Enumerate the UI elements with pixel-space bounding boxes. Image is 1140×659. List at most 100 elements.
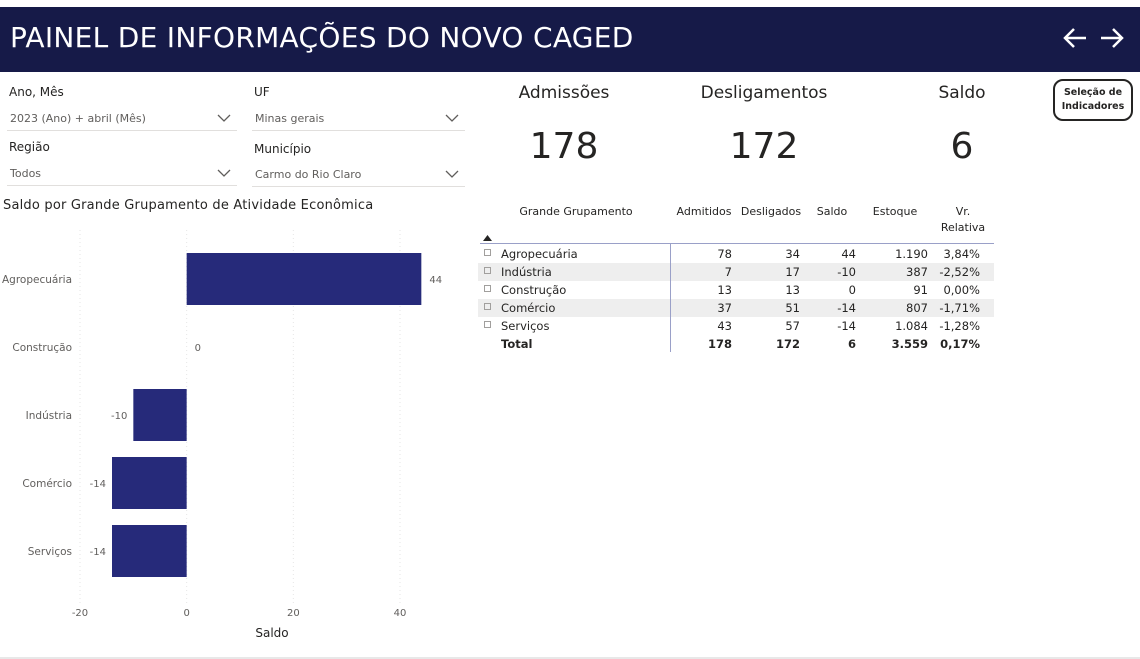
row-saldo: -14 bbox=[837, 301, 856, 315]
expand-icon[interactable] bbox=[484, 249, 491, 256]
expand-icon[interactable] bbox=[484, 267, 491, 274]
col-header-vr-relativa[interactable]: Vr. Relativa bbox=[938, 204, 988, 236]
row-saldo: -14 bbox=[837, 319, 856, 333]
table-row[interactable]: Construção 13 13 0 91 0,00% bbox=[478, 281, 994, 299]
total-admitidos: 178 bbox=[707, 337, 732, 351]
matrix-header-divider bbox=[480, 243, 994, 244]
filter-uf-dropdown[interactable]: Minas gerais bbox=[252, 107, 465, 131]
kpi-desligamentos-label: Desligamentos bbox=[700, 83, 828, 103]
saldo-bar-chart: -20 0 20 40 Saldo Agropecuária 44 Construção 0 In… bbox=[2, 230, 442, 640]
chevron-down-icon bbox=[445, 170, 459, 178]
row-admitidos: 13 bbox=[717, 283, 732, 297]
filter-municipio-dropdown[interactable]: Carmo do Rio Claro bbox=[252, 163, 465, 187]
data-label: -14 bbox=[90, 479, 106, 490]
data-label: -10 bbox=[111, 411, 127, 422]
filter-municipio-value: Carmo do Rio Claro bbox=[255, 168, 362, 181]
page-title: PAINEL DE INFORMAÇÕES DO NOVO CAGED bbox=[10, 21, 634, 54]
y-category-label: Construção bbox=[12, 342, 72, 354]
x-tick-label: 20 bbox=[287, 608, 300, 619]
total-label: Total bbox=[501, 337, 533, 351]
x-tick-label: -20 bbox=[72, 608, 88, 619]
col-header-vr-line2: Relativa bbox=[940, 221, 986, 234]
chevron-down-icon bbox=[217, 114, 231, 122]
y-category-label: Comércio bbox=[22, 478, 72, 490]
row-desligados: 34 bbox=[785, 247, 800, 261]
total-saldo: 6 bbox=[847, 337, 856, 351]
expand-icon[interactable] bbox=[484, 321, 491, 328]
filter-regiao-dropdown[interactable]: Todos bbox=[7, 162, 237, 186]
col-header-grupamento[interactable]: Grande Grupamento bbox=[519, 205, 633, 218]
x-axis-title: Saldo bbox=[255, 626, 288, 640]
table-row[interactable]: Agropecuária 78 34 44 1.190 3,84% bbox=[478, 245, 994, 263]
filter-label-ano-mes: Ano, Mês bbox=[9, 85, 64, 99]
row-estoque: 1.084 bbox=[895, 319, 928, 333]
data-label: 0 bbox=[195, 343, 201, 354]
filter-ano-mes-dropdown[interactable]: 2023 (Ano) + abril (Mês) bbox=[7, 107, 237, 131]
row-vr-relativa: 0,00% bbox=[943, 283, 980, 297]
bar bbox=[112, 525, 187, 577]
bar bbox=[186, 253, 422, 305]
sort-ascending-icon[interactable] bbox=[483, 235, 492, 241]
x-tick-label: 0 bbox=[183, 608, 189, 619]
total-desligados: 172 bbox=[775, 337, 800, 351]
row-estoque: 807 bbox=[906, 301, 928, 315]
selecao-indicadores-button[interactable]: Seleção de Indicadores bbox=[1053, 79, 1133, 121]
kpi-admissoes-value: 178 bbox=[529, 126, 599, 167]
row-admitidos: 7 bbox=[724, 265, 732, 279]
chart-title: Saldo por Grande Grupamento de Atividade… bbox=[3, 198, 374, 213]
expand-icon[interactable] bbox=[484, 303, 491, 310]
row-vr-relativa: -2,52% bbox=[939, 265, 980, 279]
filter-ano-mes-value: 2023 (Ano) + abril (Mês) bbox=[10, 112, 146, 125]
table-total-row: Total 178 172 6 3.559 0,17% bbox=[478, 335, 994, 353]
filter-label-regiao: Região bbox=[9, 140, 50, 154]
selecao-indicadores-line2: Indicadores bbox=[1061, 101, 1125, 112]
row-grupamento: Comércio bbox=[501, 301, 556, 315]
col-header-vr-line1: Vr. bbox=[955, 205, 971, 218]
row-desligados: 13 bbox=[785, 283, 800, 297]
expand-icon[interactable] bbox=[484, 285, 491, 292]
row-grupamento: Agropecuária bbox=[501, 247, 578, 261]
row-estoque: 1.190 bbox=[895, 247, 928, 261]
row-desligados: 57 bbox=[785, 319, 800, 333]
filter-uf-value: Minas gerais bbox=[255, 112, 325, 125]
row-vr-relativa: 3,84% bbox=[943, 247, 980, 261]
row-saldo: 44 bbox=[841, 247, 856, 261]
table-row[interactable]: Comércio 37 51 -14 807 -1,71% bbox=[478, 299, 994, 317]
arrow-left-icon[interactable] bbox=[1060, 23, 1090, 53]
row-admitidos: 43 bbox=[717, 319, 732, 333]
table-row[interactable]: Indústria 7 17 -10 387 -2,52% bbox=[478, 263, 994, 281]
y-category-label: Agropecuária bbox=[2, 274, 72, 286]
kpi-desligamentos-value: 172 bbox=[729, 126, 799, 167]
bottom-divider bbox=[0, 657, 1140, 659]
bar bbox=[133, 389, 187, 441]
data-label: -14 bbox=[90, 547, 106, 558]
col-header-estoque[interactable]: Estoque bbox=[872, 205, 918, 218]
row-admitidos: 78 bbox=[717, 247, 732, 261]
y-category-label: Serviços bbox=[28, 546, 72, 558]
selecao-indicadores-line1: Seleção de bbox=[1063, 87, 1123, 98]
matrix-body: Agropecuária 78 34 44 1.190 3,84% Indúst… bbox=[478, 245, 998, 355]
bar bbox=[112, 457, 187, 509]
filter-regiao-value: Todos bbox=[10, 167, 42, 180]
row-desligados: 17 bbox=[785, 265, 800, 279]
col-header-saldo[interactable]: Saldo bbox=[816, 205, 848, 218]
matrix-row-header-divider bbox=[670, 244, 671, 352]
row-grupamento: Construção bbox=[501, 283, 567, 297]
row-saldo: -10 bbox=[837, 265, 856, 279]
row-estoque: 387 bbox=[906, 265, 928, 279]
data-label: 44 bbox=[429, 275, 442, 286]
filter-label-uf: UF bbox=[254, 85, 270, 99]
row-admitidos: 37 bbox=[717, 301, 732, 315]
kpi-saldo-value: 6 bbox=[950, 126, 974, 167]
arrow-right-icon[interactable] bbox=[1097, 23, 1127, 53]
kpi-saldo-label: Saldo bbox=[938, 83, 986, 103]
row-grupamento: Indústria bbox=[501, 265, 552, 279]
row-grupamento: Serviços bbox=[501, 319, 550, 333]
col-header-admitidos[interactable]: Admitidos bbox=[676, 205, 732, 218]
row-saldo: 0 bbox=[848, 283, 856, 297]
table-row[interactable]: Serviços 43 57 -14 1.084 -1,28% bbox=[478, 317, 994, 335]
row-vr-relativa: -1,28% bbox=[939, 319, 980, 333]
header-bar: PAINEL DE INFORMAÇÕES DO NOVO CAGED bbox=[0, 7, 1140, 72]
col-header-desligados[interactable]: Desligados bbox=[740, 205, 802, 218]
row-desligados: 51 bbox=[785, 301, 800, 315]
